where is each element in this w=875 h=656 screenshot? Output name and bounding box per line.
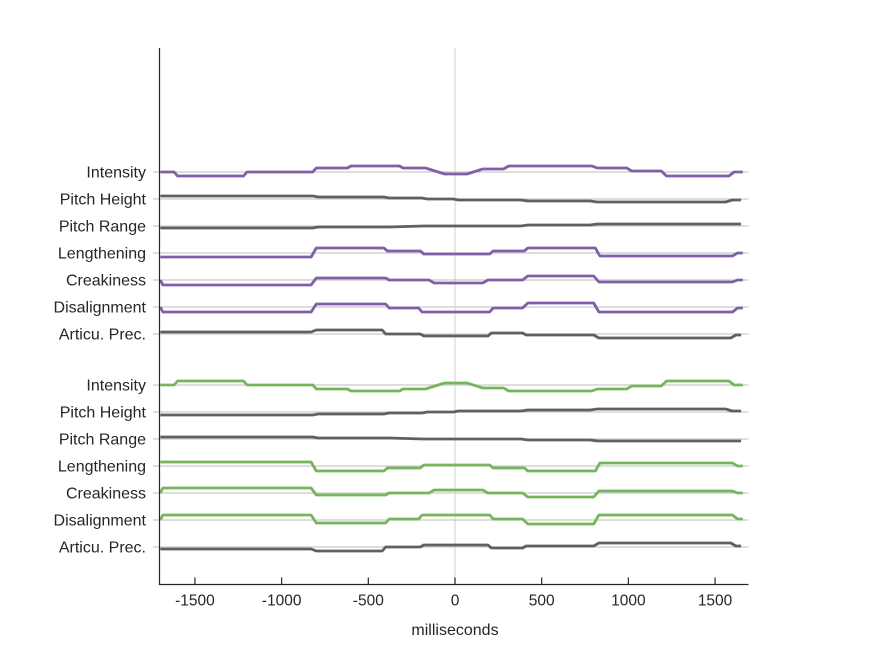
x-tick-label: 1000 [611,593,646,610]
trace-top-pitch-range [160,222,742,230]
row-label-top-lengthening: Lengthening [58,246,146,263]
x-tick-label: -1500 [175,593,215,610]
row-label-top-intensity: Intensity [86,165,146,182]
trace-bottom-creakiness [159,486,743,499]
row-label-bottom-intensity: Intensity [86,378,146,395]
text-layer: -1500 -1000 -500 0 500 1000 1500 Intensity Pitch… [54,165,733,610]
row-label-top-articu-prec: Articu. Prec. [59,327,146,344]
trace-top-pitch-height [160,194,742,204]
row-label-bottom-creakiness: Creakiness [66,486,146,503]
trace-bottom-pitch-range [160,435,742,443]
trace-bottom-pitch-height [160,407,742,417]
x-tick-label: 500 [529,593,555,610]
x-tick-label: -500 [353,593,384,610]
trace-layer [159,164,743,553]
x-axis-label: milliseconds [411,622,498,639]
trace-top-intensity [160,164,743,178]
row-label-top-pitch-range: Pitch Range [59,219,146,236]
axis-layer [158,48,749,586]
row-label-bottom-pitch-height: Pitch Height [60,405,147,422]
row-label-top-disalignment: Disalignment [54,300,147,317]
trace-bottom-lengthening [160,460,743,473]
trace-top-creakiness [159,274,743,287]
x-tick-label: 0 [451,593,460,610]
grid-layer [153,48,749,584]
row-label-bottom-pitch-range: Pitch Range [59,432,146,449]
x-tick-label: -1000 [262,593,302,610]
trace-top-disalignment [159,301,743,314]
trace-bottom-disalignment [159,513,743,526]
x-tick-label: 1500 [698,593,733,610]
row-label-top-pitch-height: Pitch Height [60,192,147,209]
trace-bottom-articu-prec [160,541,742,553]
row-label-bottom-lengthening: Lengthening [58,459,146,476]
trace-top-articu-prec [160,328,742,340]
row-label-bottom-disalignment: Disalignment [54,513,147,530]
trace-top-lengthening [160,246,743,259]
row-label-bottom-articu-prec: Articu. Prec. [59,540,146,557]
trace-bottom-intensity [160,379,743,393]
row-label-top-creakiness: Creakiness [66,273,146,290]
